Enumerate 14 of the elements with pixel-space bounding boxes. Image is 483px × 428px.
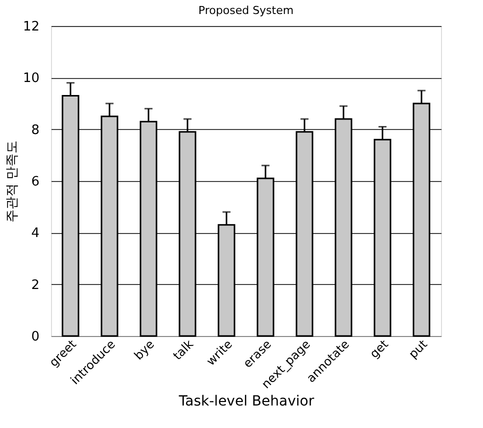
- x-axis-title: Task-level Behavior: [178, 394, 314, 410]
- y-tick-label: 2: [31, 278, 40, 293]
- chart-title: Proposed System: [198, 4, 294, 17]
- x-tick-label: put: [406, 336, 430, 362]
- x-tick-label: get: [367, 336, 392, 361]
- y-axis-title: 주관적 만족도: [4, 140, 20, 223]
- y-tick-label: 0: [31, 330, 40, 344]
- y-tick-label: 6: [31, 174, 40, 190]
- x-tick-label: bye: [131, 337, 157, 363]
- y-tick-label: 4: [31, 226, 40, 242]
- x-tick-label: talk: [170, 337, 196, 363]
- y-tick-label: 10: [22, 71, 40, 86]
- y-tick-label: 12: [22, 20, 40, 34]
- y-tick-label: 8: [31, 122, 40, 138]
